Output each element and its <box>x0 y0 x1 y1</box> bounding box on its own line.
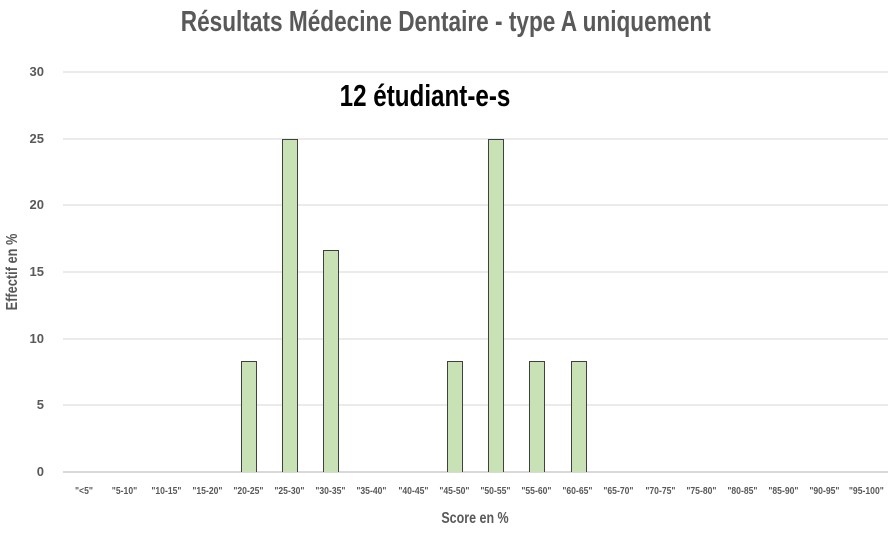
gridline <box>63 71 888 73</box>
bar-slot <box>311 72 352 472</box>
gridline <box>63 404 888 407</box>
x-axis-line <box>63 471 888 473</box>
x-tick-label: "80-85" <box>727 485 758 497</box>
bar-slot <box>764 72 805 472</box>
y-tick-label: 30 <box>29 64 44 79</box>
gridline <box>63 337 888 340</box>
bar <box>240 360 257 472</box>
x-tick-label: "35-40" <box>356 485 387 497</box>
chart-title-text: Résultats Médecine Dentaire - type A uni… <box>180 6 712 38</box>
bar-slot <box>63 72 104 472</box>
x-tick-label: "<5" <box>74 485 93 497</box>
x-axis-title: Score en % <box>432 510 518 528</box>
bar-slot <box>599 72 640 472</box>
y-tick-label: 25 <box>29 130 44 146</box>
y-tick-label: 10 <box>29 330 44 346</box>
bar-slot <box>641 72 682 472</box>
gridline <box>63 137 888 140</box>
chart-title: Résultats Médecine Dentaire - type A uni… <box>0 6 892 39</box>
x-tick-label: "25-30" <box>274 485 305 497</box>
x-tick-label: "45-50" <box>439 485 470 497</box>
x-tick-label: "15-20" <box>192 485 223 497</box>
y-tick-label: 5 <box>36 397 44 413</box>
bar-slot <box>146 72 187 472</box>
x-tick-label: "5-10" <box>112 485 138 497</box>
x-tick-label: "20-25" <box>233 485 264 497</box>
x-axis-title-text: Score en % <box>441 510 509 527</box>
bar-slot <box>228 72 269 472</box>
bar-slot <box>352 72 393 472</box>
bar-slot <box>682 72 723 472</box>
bar <box>529 360 546 472</box>
x-tick-label: "70-75" <box>644 485 676 497</box>
bar-slot <box>847 72 888 472</box>
bar <box>323 249 340 472</box>
bar-slot <box>806 72 847 472</box>
bar-slot <box>434 72 475 472</box>
bar-slot <box>723 72 764 472</box>
bar <box>446 360 463 472</box>
x-tick-label: "50-55" <box>480 485 511 497</box>
bars-layer <box>63 72 888 472</box>
bar-slot <box>104 72 145 472</box>
bar <box>570 360 587 472</box>
y-axis-ticks: 0 5 10 15 20 25 30 <box>0 65 46 479</box>
x-axis-labels: "<5" "5-10" "10-15" "15-20" "20-25" "25-30" "3… <box>63 485 888 497</box>
plot-area <box>63 71 888 473</box>
bar <box>281 138 298 472</box>
y-tick-label: 0 <box>36 464 44 479</box>
annotation-label: 12 étudiant-e-s <box>316 78 535 114</box>
x-tick-label: "90-95" <box>809 485 840 497</box>
gridline <box>63 204 888 207</box>
y-tick-label: 15 <box>29 264 44 279</box>
x-tick-label: "10-15" <box>150 485 182 497</box>
x-tick-label: "55-60" <box>521 485 552 497</box>
x-tick-label: "40-45" <box>397 485 429 497</box>
x-tick-label: "95-100" <box>849 485 885 497</box>
x-tick-label: "60-65" <box>562 485 593 497</box>
bar-slot <box>476 72 517 472</box>
x-tick-label: "85-90" <box>768 485 799 497</box>
bar-slot <box>517 72 558 472</box>
bar-slot <box>187 72 228 472</box>
x-tick-label: "30-35" <box>315 485 346 497</box>
bar-slot <box>269 72 310 472</box>
bar-slot <box>558 72 599 472</box>
y-tick-label: 20 <box>29 197 44 213</box>
gridline <box>63 271 888 273</box>
x-tick-label: "65-70" <box>603 485 634 497</box>
x-tick-label: "75-80" <box>686 485 717 497</box>
annotation-text: 12 étudiant-e-s <box>339 78 511 113</box>
bar-slot <box>393 72 434 472</box>
bar <box>488 138 505 472</box>
